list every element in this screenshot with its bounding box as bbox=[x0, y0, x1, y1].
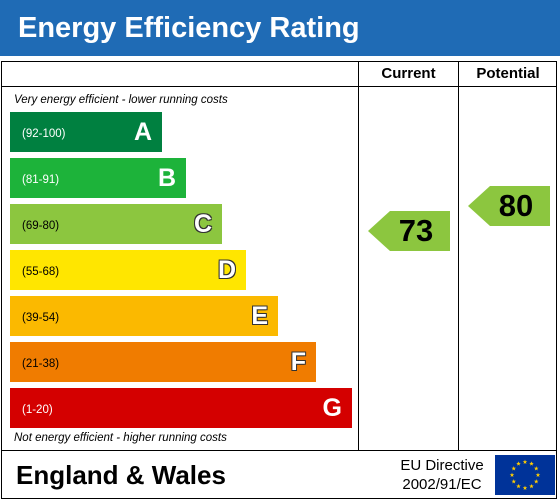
eu-star-icon bbox=[516, 461, 521, 466]
column-divider-current bbox=[358, 61, 359, 451]
band-d: (55-68) D bbox=[10, 250, 246, 290]
eu-star-icon bbox=[529, 483, 534, 489]
eu-star-icon bbox=[535, 472, 541, 477]
page-title: Energy Efficiency Rating bbox=[0, 0, 560, 56]
band-g: (1-20) G bbox=[10, 388, 352, 428]
note-efficient: Very energy efficient - lower running co… bbox=[14, 94, 228, 106]
band-d-range: (55-68) bbox=[22, 266, 60, 278]
band-b-range: (81-91) bbox=[22, 174, 60, 186]
region-label: England & Wales bbox=[16, 460, 226, 490]
column-divider-potential bbox=[458, 61, 459, 451]
header-row-divider bbox=[1, 86, 557, 87]
column-header-current: Current bbox=[381, 65, 436, 82]
eu-star-icon bbox=[533, 466, 539, 471]
eu-star-icon bbox=[522, 459, 528, 464]
band-a-range: (92-100) bbox=[22, 128, 66, 140]
eu-star-icon bbox=[529, 461, 534, 466]
band-b: (81-91) B bbox=[10, 158, 186, 198]
eu-flag-icon bbox=[495, 455, 555, 495]
potential-rating-arrow: 80 bbox=[468, 186, 550, 226]
column-header-potential: Potential bbox=[476, 65, 540, 82]
eu-directive: EU Directive 2002/91/EC bbox=[384, 456, 500, 494]
eu-directive-line1: EU Directive bbox=[400, 457, 484, 474]
band-c: (69-80) C bbox=[10, 204, 222, 244]
band-f: (21-38) F bbox=[10, 342, 316, 382]
current-rating-value: 73 bbox=[398, 213, 434, 248]
eu-star-icon bbox=[511, 466, 517, 471]
band-e: (39-54) E bbox=[10, 296, 278, 336]
band-f-letter: F bbox=[290, 347, 306, 376]
eu-star-icon bbox=[509, 472, 515, 477]
eu-star-icon bbox=[522, 485, 528, 490]
eu-star-icon bbox=[511, 479, 517, 484]
band-g-letter: G bbox=[322, 393, 342, 422]
band-b-letter: B bbox=[157, 163, 176, 192]
eu-star-icon bbox=[516, 483, 521, 489]
eu-star-icon bbox=[533, 479, 539, 484]
band-e-letter: E bbox=[251, 301, 268, 330]
band-d-letter: D bbox=[217, 255, 236, 284]
band-c-letter: C bbox=[193, 209, 212, 238]
band-c-range: (69-80) bbox=[22, 220, 60, 232]
band-g-range: (1-20) bbox=[22, 404, 53, 416]
potential-rating-value: 80 bbox=[498, 188, 534, 223]
band-a-letter: A bbox=[133, 117, 152, 146]
band-e-range: (39-54) bbox=[22, 312, 60, 324]
eu-directive-line2: 2002/91/EC bbox=[402, 476, 482, 493]
band-a: (92-100) A bbox=[10, 112, 162, 152]
rating-table-frame bbox=[1, 61, 557, 499]
note-inefficient: Not energy efficient - higher running co… bbox=[14, 432, 227, 444]
band-f-range: (21-38) bbox=[22, 358, 60, 370]
footer-row-divider bbox=[1, 450, 557, 451]
